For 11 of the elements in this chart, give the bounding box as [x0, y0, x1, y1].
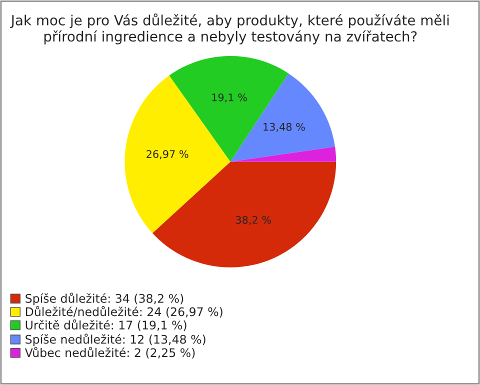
legend-label: Spíše důležité: 34 (38,2 %) [26, 292, 184, 306]
data-label: 13,48 % [264, 122, 305, 132]
legend-label: Spíše nedůležité: 12 (13,48 %) [26, 334, 206, 346]
legend-label: Vůbec nedůležité: 2 (2,25 %) [24, 346, 195, 359]
chart-title: Jak moc je pro Vás důležité, aby produkty, které používáte měli přírodní ingredience a nebyly testovány na zvířatech? [10, 13, 449, 44]
legend-label: Určitě důležité: 17 (19,1 %) [26, 319, 186, 331]
data-label: 26,97 % [146, 150, 188, 160]
data-label: 19,1 % [212, 93, 247, 102]
data-label: 38,2 % [236, 216, 271, 225]
legend-label: Důležité/nedůležité: 24 (26,97 %) [26, 306, 222, 318]
pie-slice [152, 162, 336, 268]
